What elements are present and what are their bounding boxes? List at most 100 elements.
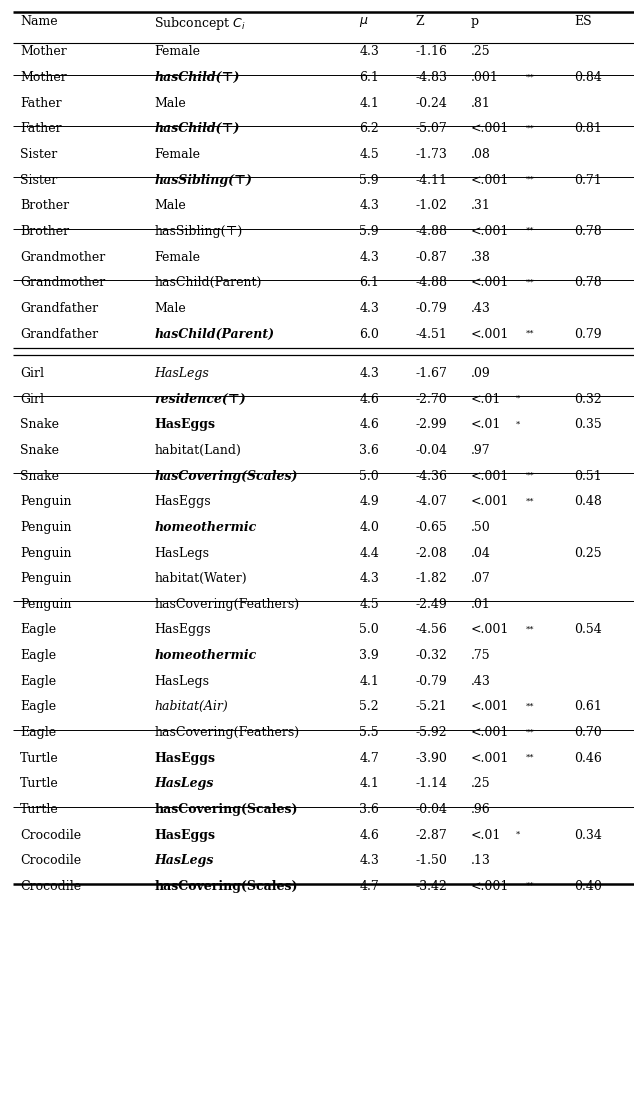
Text: 4.7: 4.7: [359, 880, 379, 892]
Text: Father: Father: [20, 96, 62, 110]
Text: 5.2: 5.2: [359, 701, 379, 713]
Text: 0.32: 0.32: [575, 393, 602, 405]
Text: -3.90: -3.90: [415, 751, 447, 764]
Text: Eagle: Eagle: [20, 675, 56, 688]
Text: Turtle: Turtle: [20, 777, 59, 791]
Text: -1.14: -1.14: [415, 777, 447, 791]
Text: $\mu$: $\mu$: [359, 15, 369, 28]
Text: -0.65: -0.65: [415, 521, 447, 534]
Text: -4.88: -4.88: [415, 276, 447, 289]
Text: 5.9: 5.9: [359, 224, 379, 238]
Text: 4.6: 4.6: [359, 829, 379, 842]
Text: HasEggs: HasEggs: [154, 495, 211, 508]
Text: <.001: <.001: [471, 327, 509, 341]
Text: Penguin: Penguin: [20, 573, 72, 585]
Text: 4.6: 4.6: [359, 418, 379, 431]
Text: Subconcept $C_i$: Subconcept $C_i$: [154, 15, 246, 32]
Text: -4.56: -4.56: [415, 623, 447, 636]
Text: 6.0: 6.0: [359, 327, 379, 341]
Text: -3.42: -3.42: [415, 880, 447, 892]
Text: **: **: [525, 175, 534, 184]
Text: Girl: Girl: [20, 367, 44, 380]
Text: hasCovering(Feathers): hasCovering(Feathers): [154, 598, 300, 611]
Text: 0.48: 0.48: [575, 495, 602, 508]
Text: .97: .97: [471, 443, 491, 457]
Text: HasLegs: HasLegs: [154, 675, 209, 688]
Text: -0.04: -0.04: [415, 443, 447, 457]
Text: 4.6: 4.6: [359, 393, 379, 405]
Text: **: **: [525, 278, 534, 286]
Text: 0.84: 0.84: [575, 71, 602, 84]
Text: 4.1: 4.1: [359, 675, 379, 688]
Text: <.001: <.001: [471, 701, 509, 713]
Text: Female: Female: [154, 46, 200, 58]
Text: 4.3: 4.3: [359, 251, 379, 264]
Text: HasLegs: HasLegs: [154, 777, 214, 791]
Text: Female: Female: [154, 148, 200, 161]
Text: .96: .96: [471, 803, 491, 816]
Text: 5.9: 5.9: [359, 174, 379, 186]
Text: .09: .09: [471, 367, 491, 380]
Text: <.01: <.01: [471, 418, 501, 431]
Text: -5.92: -5.92: [415, 726, 447, 739]
Text: Brother: Brother: [20, 224, 69, 238]
Text: hasCovering(Scales): hasCovering(Scales): [154, 470, 298, 483]
Text: Penguin: Penguin: [20, 495, 72, 508]
Text: Crocodile: Crocodile: [20, 880, 81, 892]
Text: Name: Name: [20, 15, 58, 28]
Text: -0.32: -0.32: [415, 649, 447, 662]
Text: **: **: [525, 330, 534, 337]
Text: <.001: <.001: [471, 880, 509, 892]
Text: Crocodile: Crocodile: [20, 829, 81, 842]
Text: *: *: [516, 420, 520, 428]
Text: <.01: <.01: [471, 393, 501, 405]
Text: 0.54: 0.54: [575, 623, 602, 636]
Text: 3.6: 3.6: [359, 443, 379, 457]
Text: Male: Male: [154, 96, 186, 110]
Text: **: **: [525, 753, 534, 762]
Text: 4.5: 4.5: [359, 148, 379, 161]
Text: *: *: [516, 395, 520, 403]
Text: Turtle: Turtle: [20, 803, 59, 816]
Text: -0.04: -0.04: [415, 803, 447, 816]
Text: -2.87: -2.87: [415, 829, 447, 842]
Text: 0.51: 0.51: [575, 470, 602, 483]
Text: 4.3: 4.3: [359, 46, 379, 58]
Text: -4.88: -4.88: [415, 224, 447, 238]
Text: Grandmother: Grandmother: [20, 276, 106, 289]
Text: *: *: [516, 831, 520, 839]
Text: <.001: <.001: [471, 751, 509, 764]
Text: 4.3: 4.3: [359, 854, 379, 867]
Text: -2.49: -2.49: [415, 598, 447, 611]
Text: Snake: Snake: [20, 418, 60, 431]
Text: 0.61: 0.61: [575, 701, 602, 713]
Text: .38: .38: [471, 251, 491, 264]
Text: Turtle: Turtle: [20, 751, 59, 764]
Text: <.001: <.001: [471, 224, 509, 238]
Text: 0.34: 0.34: [575, 829, 602, 842]
Text: -2.08: -2.08: [415, 546, 447, 560]
Text: -1.67: -1.67: [415, 367, 447, 380]
Text: <.001: <.001: [471, 470, 509, 483]
Text: HasEggs: HasEggs: [154, 829, 215, 842]
Text: 4.3: 4.3: [359, 199, 379, 212]
Text: 0.46: 0.46: [575, 751, 602, 764]
Text: .43: .43: [471, 675, 491, 688]
Text: 4.7: 4.7: [359, 751, 379, 764]
Text: habitat(Water): habitat(Water): [154, 573, 247, 585]
Text: Snake: Snake: [20, 470, 60, 483]
Text: Mother: Mother: [20, 46, 67, 58]
Text: **: **: [525, 703, 534, 711]
Text: Father: Father: [20, 123, 62, 136]
Text: 0.25: 0.25: [575, 546, 602, 560]
Text: 0.71: 0.71: [575, 174, 602, 186]
Text: -4.07: -4.07: [415, 495, 447, 508]
Text: **: **: [525, 881, 534, 890]
Text: -1.02: -1.02: [415, 199, 447, 212]
Text: 0.78: 0.78: [575, 276, 602, 289]
Text: -4.51: -4.51: [415, 327, 447, 341]
Text: **: **: [525, 125, 534, 132]
Text: ES: ES: [575, 15, 592, 28]
Text: Eagle: Eagle: [20, 726, 56, 739]
Text: 5.0: 5.0: [359, 470, 379, 483]
